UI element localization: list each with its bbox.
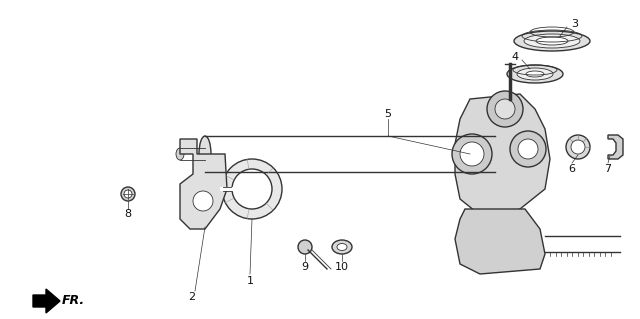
Text: 9: 9: [301, 262, 308, 272]
Circle shape: [566, 135, 590, 159]
Ellipse shape: [507, 65, 563, 83]
Circle shape: [518, 139, 538, 159]
Ellipse shape: [524, 34, 580, 48]
Circle shape: [460, 142, 484, 166]
Circle shape: [510, 131, 546, 167]
Polygon shape: [180, 139, 227, 229]
Ellipse shape: [337, 243, 347, 250]
Circle shape: [495, 99, 515, 119]
Text: 3: 3: [572, 19, 579, 29]
Text: 6: 6: [568, 164, 575, 174]
Text: FR.: FR.: [62, 294, 85, 308]
Circle shape: [222, 159, 282, 219]
Ellipse shape: [514, 31, 590, 51]
Text: 10: 10: [335, 262, 349, 272]
Text: 1: 1: [246, 276, 253, 286]
Circle shape: [571, 140, 585, 154]
Polygon shape: [455, 209, 545, 274]
Ellipse shape: [176, 148, 184, 160]
Polygon shape: [455, 94, 550, 214]
Text: 4: 4: [511, 52, 518, 62]
Text: 2: 2: [188, 292, 196, 302]
Text: 5: 5: [385, 109, 392, 119]
Circle shape: [121, 187, 135, 201]
Text: 8: 8: [124, 209, 132, 219]
Polygon shape: [33, 289, 60, 313]
Ellipse shape: [199, 136, 211, 172]
Circle shape: [124, 190, 132, 198]
Circle shape: [452, 134, 492, 174]
Ellipse shape: [536, 37, 568, 45]
Circle shape: [487, 91, 523, 127]
Circle shape: [232, 169, 272, 209]
Ellipse shape: [332, 240, 352, 254]
Ellipse shape: [526, 71, 544, 77]
Ellipse shape: [517, 68, 553, 80]
Circle shape: [193, 191, 213, 211]
Text: 7: 7: [604, 164, 612, 174]
Polygon shape: [608, 135, 623, 159]
Circle shape: [298, 240, 312, 254]
